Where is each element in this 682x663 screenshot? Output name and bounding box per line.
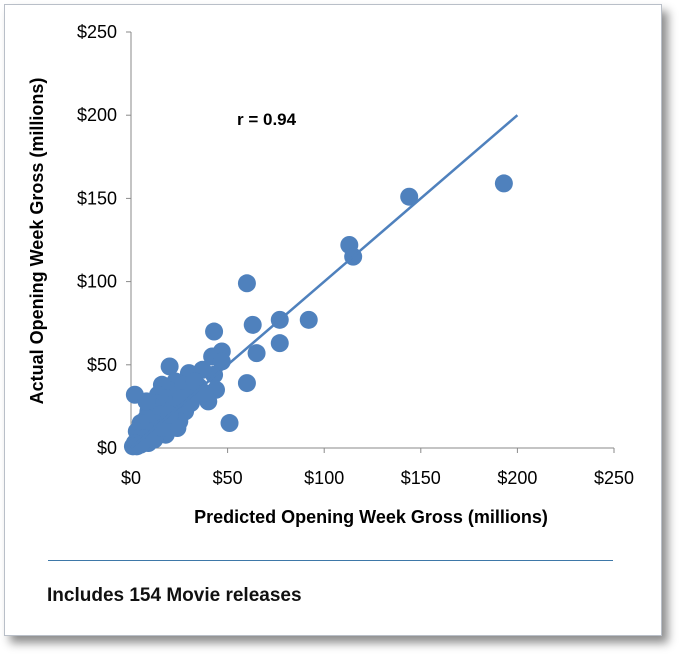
trendline-line [130, 114, 519, 449]
divider [48, 560, 613, 561]
y-tick-label: $0 [97, 438, 117, 458]
data-point [243, 315, 262, 334]
data-point [270, 334, 289, 353]
data-point [152, 419, 171, 438]
x-axis-title: Predicted Opening Week Gross (millions) [194, 507, 548, 527]
data-point [237, 374, 256, 393]
y-tick-label: $200 [77, 105, 117, 125]
correlation-annotation: r = 0.94 [237, 110, 297, 129]
x-tick-label: $250 [594, 468, 634, 488]
x-tick-label: $50 [213, 468, 243, 488]
x-tick-label: $200 [497, 468, 537, 488]
x-tick-label: $150 [401, 468, 441, 488]
data-point [172, 389, 191, 408]
chart-frame: $0 $50 $100 $150 $200 $250 $0 $50 $100 $150 $200 $2… [4, 4, 662, 636]
data-points [123, 174, 513, 456]
data-point [160, 357, 179, 376]
scatter-chart: $0 $50 $100 $150 $200 $250 $0 $50 $100 $150 $200 $2… [27, 22, 634, 527]
data-point [494, 174, 513, 193]
footnote: Includes 154 Movie releases [47, 585, 302, 606]
data-point [237, 274, 256, 293]
y-tick-label: $50 [87, 355, 117, 375]
data-point [195, 384, 214, 403]
data-point [247, 344, 266, 363]
x-tick-label: $100 [304, 468, 344, 488]
data-point [168, 419, 187, 438]
data-point [400, 187, 419, 206]
data-point [205, 322, 224, 341]
axes [126, 31, 615, 453]
y-tick-label: $100 [77, 272, 117, 292]
data-point [220, 414, 239, 433]
data-point [131, 435, 150, 454]
trendline [130, 114, 519, 449]
data-point [137, 392, 156, 411]
tick-labels: $0 $50 $100 $150 $200 $250 $0 $50 $100 $150 $200 $2… [77, 22, 634, 488]
data-point [299, 310, 318, 329]
y-axis-title: Actual Opening Week Gross (millions) [27, 78, 47, 405]
x-tick-label: $0 [121, 468, 141, 488]
y-tick-label: $150 [77, 188, 117, 208]
y-tick-label: $250 [77, 22, 117, 42]
